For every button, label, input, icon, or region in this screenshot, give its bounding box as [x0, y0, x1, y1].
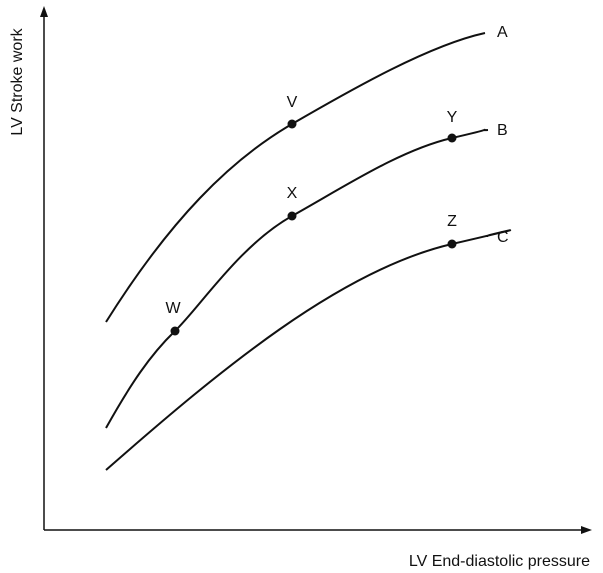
curve-label: C	[497, 229, 509, 246]
point-label: X	[287, 185, 298, 202]
point	[447, 133, 457, 143]
x-axis-label: LV End-diastolic pressure	[409, 553, 590, 570]
axes: LV End-diastolic pressure LV Stroke work	[9, 6, 592, 570]
x-axis-arrow	[581, 526, 592, 534]
y-axis-label: LV Stroke work	[9, 27, 26, 135]
curve-label: B	[497, 122, 508, 139]
curve-a	[105, 32, 486, 323]
curve-label: A	[497, 24, 508, 41]
point	[287, 119, 297, 129]
points: V W X Y Z	[165, 94, 458, 336]
point-label: Z	[447, 213, 457, 230]
point-label: W	[165, 300, 181, 317]
curve-c	[105, 229, 512, 471]
y-axis-arrow	[40, 6, 48, 17]
point	[170, 326, 180, 336]
point-label: V	[287, 94, 298, 111]
point	[447, 239, 457, 249]
curve-b	[105, 128, 489, 429]
point	[287, 211, 297, 221]
point-label: Y	[447, 109, 458, 126]
